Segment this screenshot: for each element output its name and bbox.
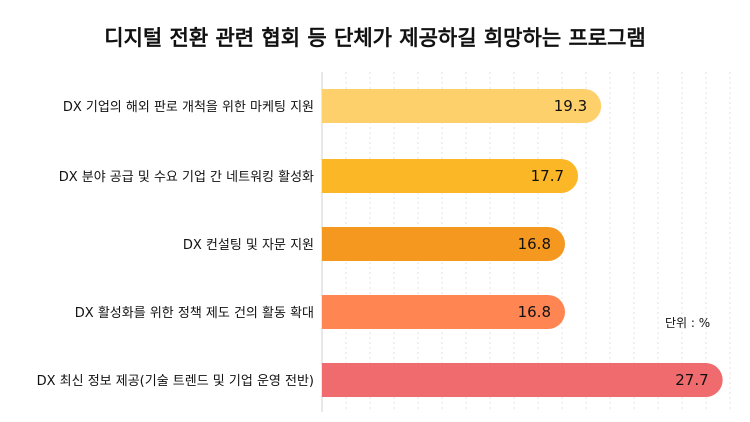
data-label: 19.3 (554, 97, 587, 115)
unit-label: 단위 : % (665, 316, 711, 330)
data-label: 16.8 (518, 303, 551, 321)
bar (322, 227, 565, 261)
bar (322, 295, 565, 329)
data-label: 16.8 (518, 235, 551, 253)
bar (322, 159, 579, 193)
category-label: DX 컨설팅 및 자문 지원 (183, 238, 314, 253)
data-label: 27.7 (675, 371, 708, 389)
category-label: DX 최신 정보 제공(기술 트렌드 및 기업 운영 전반) (37, 374, 314, 389)
labels: 19.3 DX 기업의 해외 판로 개척을 위한 마케팅 지원 17.7 DX 분야 … (37, 97, 709, 389)
category-label: DX 활성화를 위한 정책 제도 건의 활동 확대 (75, 306, 314, 321)
bar (322, 89, 602, 123)
category-label: DX 분야 공급 및 수요 기업 간 네트워킹 활성화 (59, 170, 314, 185)
bars (322, 89, 723, 397)
data-label: 17.7 (531, 167, 564, 185)
bar (322, 363, 723, 397)
category-label: DX 기업의 해외 판로 개척을 위한 마케팅 지원 (63, 100, 314, 115)
chart-title: 디지털 전환 관련 협회 등 단체가 제공하길 희망하는 프로그램 (104, 26, 646, 50)
